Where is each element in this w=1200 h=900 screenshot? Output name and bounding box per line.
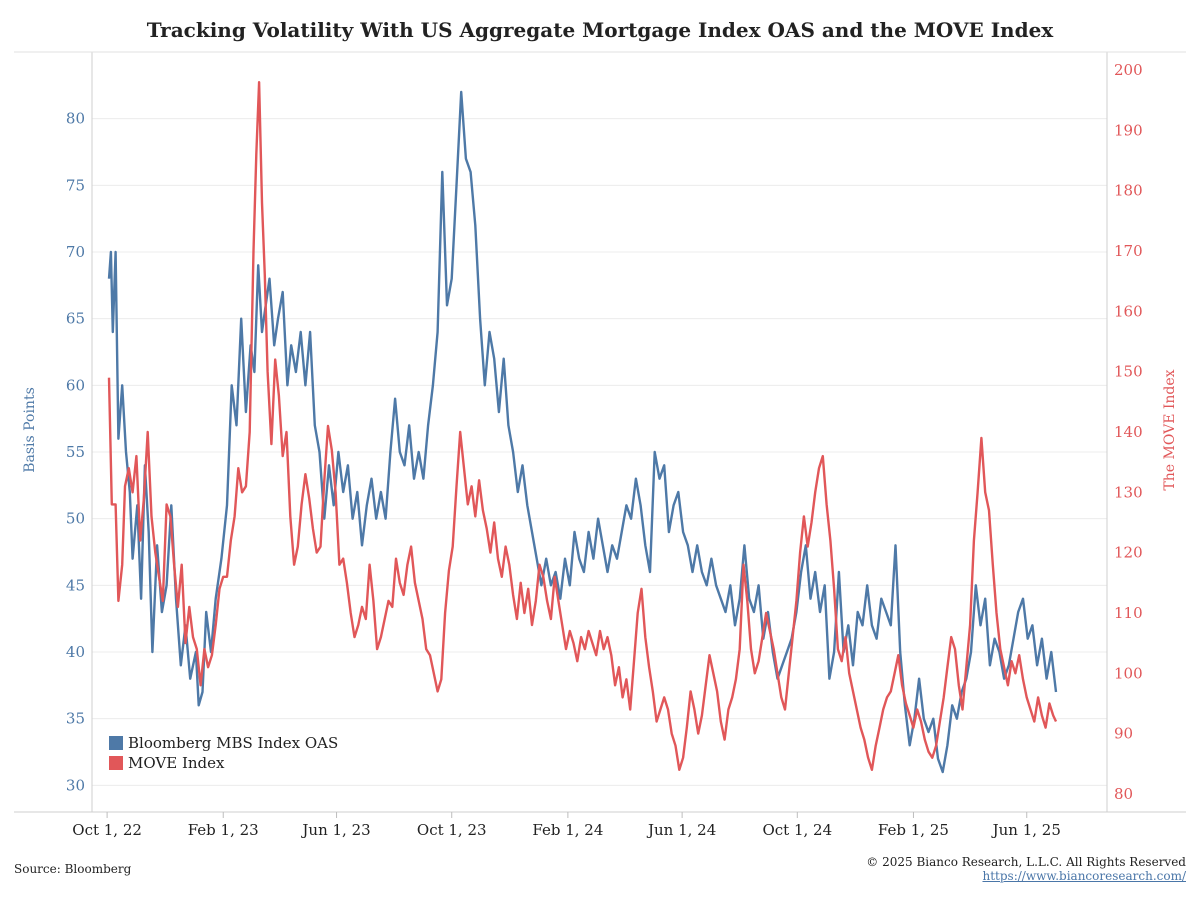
website-link[interactable]: https://www.biancoresearch.com/ [982, 869, 1186, 883]
left-tick-label: 75 [66, 176, 85, 194]
x-tick-label: Oct 1, 23 [417, 821, 487, 839]
copyright-block: © 2025 Bianco Research, L.L.C. All Right… [866, 855, 1186, 883]
right-axis-ticks: 80 90 100 110 120 130 140 150 160 170 180 190 200 [1114, 61, 1143, 803]
x-tick-label: Feb 1, 23 [188, 821, 259, 839]
left-tick-label: 40 [66, 643, 85, 661]
left-tick-label: 55 [66, 443, 85, 461]
series-line-mbs-oas [107, 90, 1058, 774]
right-tick-label: 100 [1114, 664, 1143, 682]
x-tick-label: Feb 1, 25 [878, 821, 949, 839]
x-axis-ticks: Oct 1, 22 Feb 1, 23 Jun 1, 23 Oct 1, 23 Feb … [72, 812, 1061, 839]
left-tick-label: 35 [66, 710, 85, 728]
left-tick-label: 80 [66, 110, 85, 128]
left-tick-label: 70 [66, 243, 85, 261]
right-tick-label: 140 [1114, 423, 1143, 441]
left-tick-label: 60 [66, 376, 85, 394]
left-tick-label: 45 [66, 576, 85, 594]
x-tick-label: Jun 1, 23 [300, 821, 370, 839]
right-tick-label: 150 [1114, 363, 1143, 381]
right-axis-label: The MOVE Index [1162, 369, 1178, 490]
right-tick-label: 200 [1114, 61, 1143, 79]
x-tick-label: Feb 1, 24 [532, 821, 603, 839]
chart-title: Tracking Volatility With US Aggregate Mo… [147, 18, 1055, 42]
left-axis-label: Basis Points [22, 387, 38, 473]
legend-swatch-move [109, 756, 123, 770]
left-tick-label: 50 [66, 510, 85, 528]
right-tick-label: 180 [1114, 182, 1143, 200]
x-tick-label: Jun 1, 25 [991, 821, 1061, 839]
right-tick-label: 190 [1114, 121, 1143, 139]
series-lines [107, 81, 1058, 774]
x-tick-label: Jun 1, 24 [646, 821, 716, 839]
x-tick-label: Oct 1, 24 [762, 821, 832, 839]
gridlines [92, 118, 1107, 786]
right-tick-label: 130 [1114, 483, 1143, 501]
right-tick-label: 80 [1114, 785, 1133, 803]
right-tick-label: 110 [1114, 604, 1143, 622]
left-axis-ticks: 30 35 40 45 50 55 60 65 70 75 80 [66, 110, 85, 795]
right-tick-label: 170 [1114, 242, 1143, 260]
left-tick-label: 30 [66, 776, 85, 794]
legend-label-move: MOVE Index [128, 754, 225, 772]
left-tick-label: 65 [66, 310, 85, 328]
right-tick-label: 120 [1114, 544, 1143, 562]
legend-label-mbs-oas: Bloomberg MBS Index OAS [128, 734, 338, 752]
series-line-move [107, 81, 1058, 771]
legend: Bloomberg MBS Index OAS MOVE Index [109, 734, 338, 772]
legend-swatch-mbs-oas [109, 736, 123, 750]
right-tick-label: 160 [1114, 302, 1143, 320]
x-tick-label: Oct 1, 22 [72, 821, 142, 839]
copyright-text: © 2025 Bianco Research, L.L.C. All Right… [866, 855, 1186, 869]
right-tick-label: 90 [1114, 725, 1133, 743]
source-note: Source: Bloomberg [14, 862, 132, 876]
